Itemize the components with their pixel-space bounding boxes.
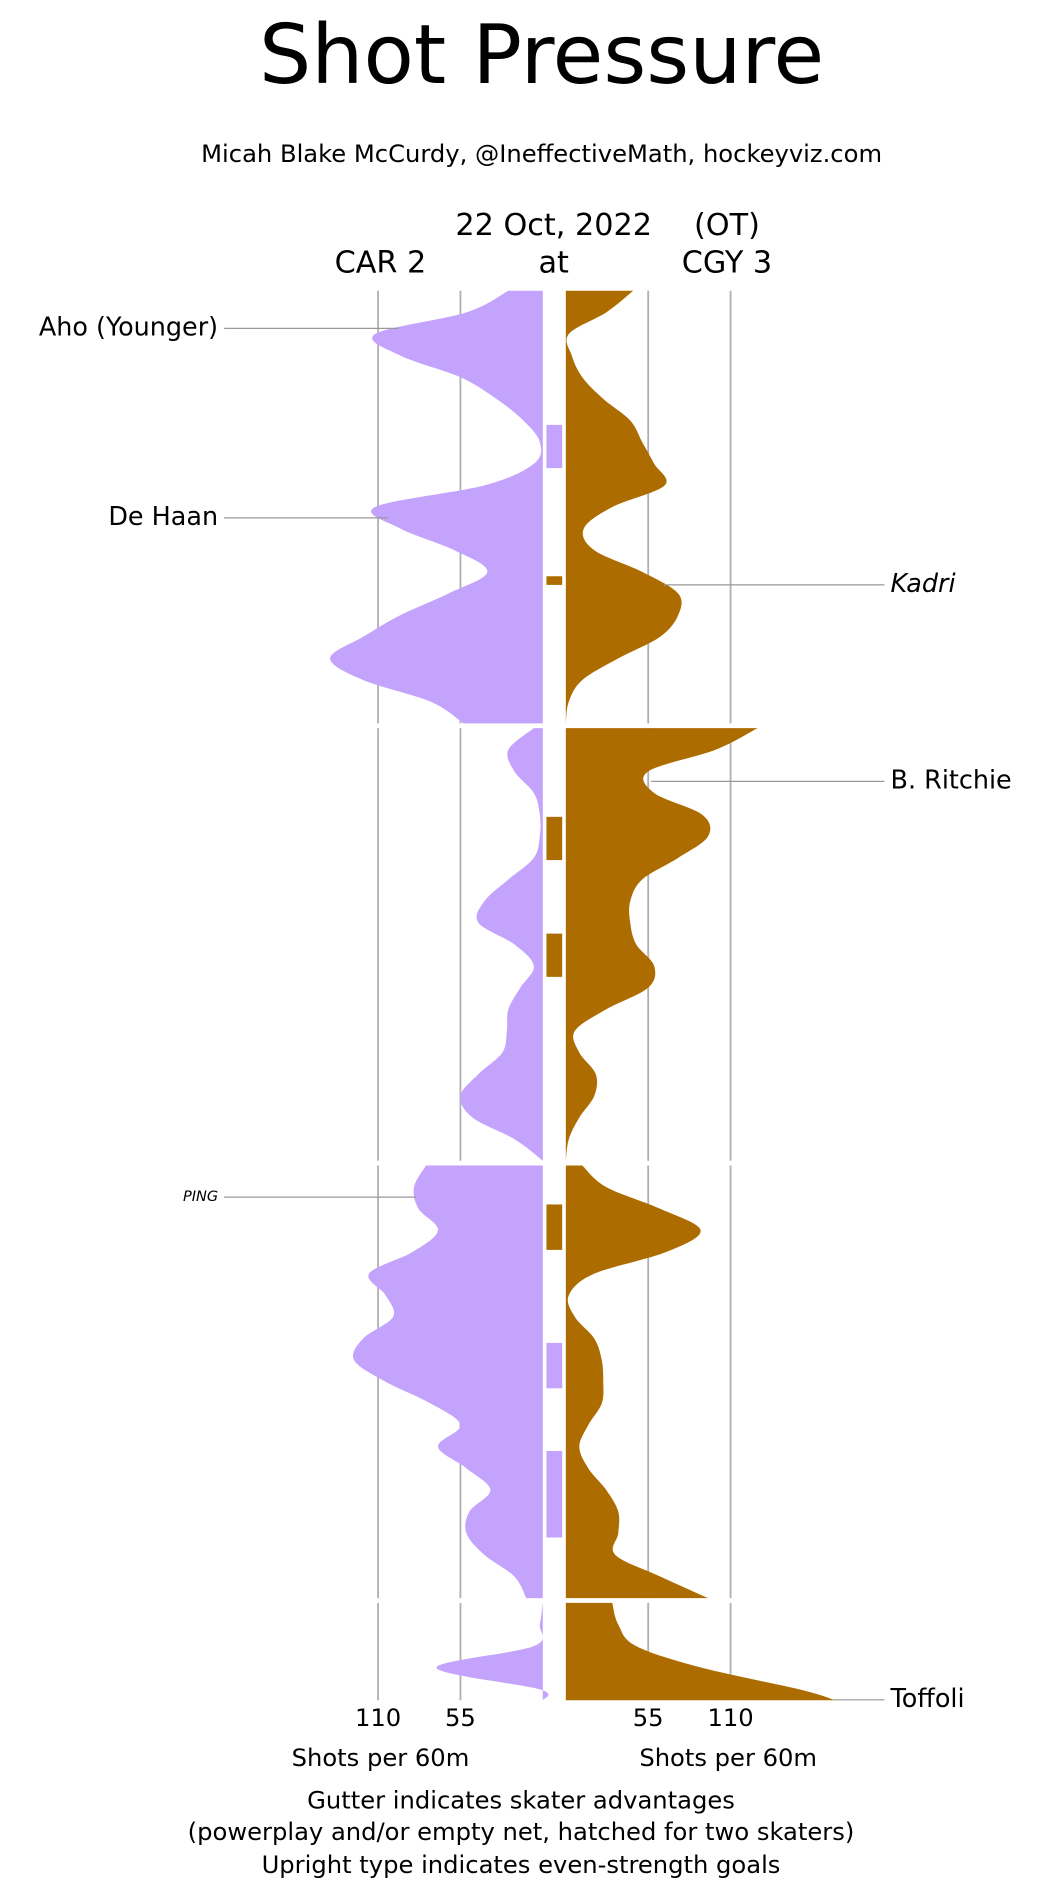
shot-density [330, 290, 549, 1701]
x-tick-label: 110 [707, 1704, 753, 1732]
goal-label: B. Ritchie [891, 764, 1012, 794]
axis-label: Shots per 60m [292, 1744, 470, 1772]
goal-label: De Haan [108, 501, 218, 531]
goal-label: Toffoli [890, 1683, 965, 1713]
chart-title: Shot Pressure [259, 8, 824, 103]
skater-advantage [546, 424, 563, 469]
goal-label: PING [183, 1189, 218, 1205]
overtime-note: (OT) [694, 208, 760, 243]
date: 22 Oct, 2022 [455, 208, 652, 243]
goal-label: Kadri [891, 568, 956, 598]
connector: at [539, 246, 570, 281]
x-tick-label: 55 [633, 1704, 664, 1732]
home-team: CGY 3 [682, 246, 772, 281]
x-tick-label: 55 [445, 1704, 476, 1732]
skater-advantage [546, 1342, 563, 1389]
footnote: (powerplay and/or empty net, hatched for… [188, 1818, 855, 1846]
skater-advantage [546, 816, 563, 861]
subtitle: Micah Blake McCurdy, @IneffectiveMath, h… [201, 140, 882, 168]
goal-label: Aho (Younger) [39, 311, 218, 341]
shot-density [565, 290, 836, 1701]
x-tick-label: 110 [355, 1704, 401, 1732]
skater-advantage [546, 933, 563, 977]
skater-advantage [546, 576, 563, 585]
skater-advantage [546, 1204, 563, 1250]
footnote: Gutter indicates skater advantages [307, 1787, 735, 1815]
footnote: Upright type indicates even-strength goa… [262, 1851, 781, 1879]
skater-advantage [546, 1451, 563, 1538]
away-team: CAR 2 [335, 246, 427, 281]
axis-label: Shots per 60m [639, 1744, 817, 1772]
